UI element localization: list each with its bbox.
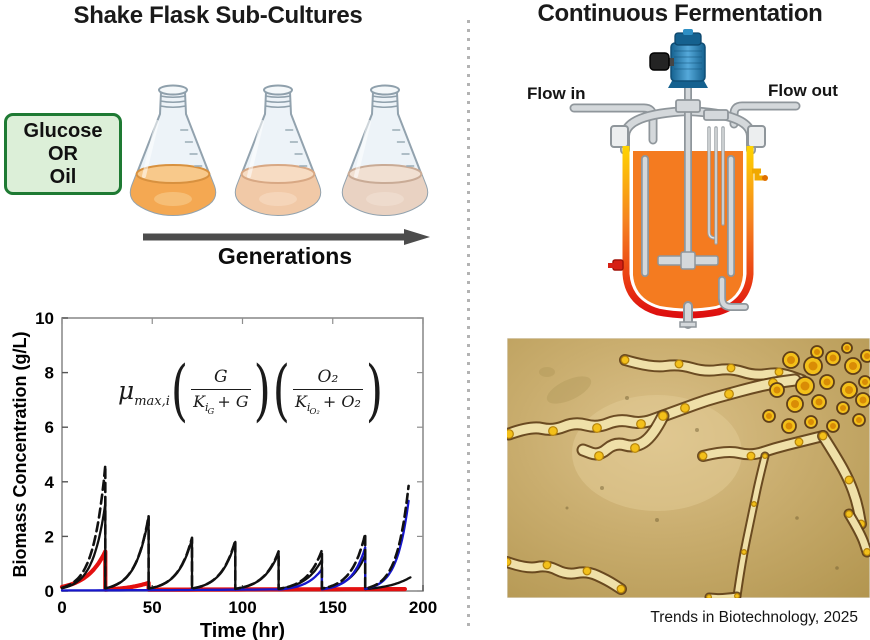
svg-text:4: 4 xyxy=(45,473,55,492)
open-paren-2: ( xyxy=(272,353,290,430)
svg-text:8: 8 xyxy=(45,364,54,383)
glucose-monod-fraction: G KiG+ G xyxy=(191,367,251,417)
svg-text:150: 150 xyxy=(319,598,347,617)
shake-flasks-illustration xyxy=(129,84,429,217)
growth-rate-equation: μmax,i ( G KiG+ G ) ( O₂ KiO₂+ O₂ ) xyxy=(93,346,409,438)
journal-caption: Trends in Biotechnology, 2025 xyxy=(650,609,858,626)
svg-text:100: 100 xyxy=(228,598,256,617)
flow-in-label: Flow in xyxy=(527,84,586,103)
svg-text:0: 0 xyxy=(57,598,66,617)
svg-text:Biomass Concentration (g/L): Biomass Concentration (g/L) xyxy=(10,331,30,577)
svg-text:10: 10 xyxy=(35,309,54,328)
svg-text:50: 50 xyxy=(143,598,162,617)
svg-text:2: 2 xyxy=(45,527,54,546)
oxygen-monod-fraction: O₂ KiO₂+ O₂ xyxy=(292,367,363,417)
panel-divider xyxy=(467,20,470,632)
svg-text:0: 0 xyxy=(45,582,54,601)
generations-arrow-icon xyxy=(143,229,430,245)
generations-label: Generations xyxy=(217,243,353,269)
close-paren-2: ) xyxy=(365,353,384,430)
svg-text:6: 6 xyxy=(45,418,54,437)
svg-text:200: 200 xyxy=(409,598,437,617)
substrate-box: Glucose OR Oil xyxy=(4,113,122,195)
right-panel-title: Continuous Fermentation xyxy=(537,0,823,27)
left-panel-title: Shake Flask Sub-Cultures xyxy=(73,2,363,29)
substrate-option-glucose: Glucose xyxy=(23,119,103,142)
close-paren: ) xyxy=(253,353,271,430)
substrate-or: OR xyxy=(48,142,78,165)
substrate-option-oil: Oil xyxy=(49,165,77,188)
mu-max-term: μmax,i xyxy=(117,375,170,409)
bioreactor-illustration xyxy=(569,29,801,329)
flow-out-label: Flow out xyxy=(768,81,838,100)
open-paren: ( xyxy=(170,353,189,430)
cell-micrograph xyxy=(507,338,870,598)
svg-text:Time (hr): Time (hr) xyxy=(200,620,285,640)
